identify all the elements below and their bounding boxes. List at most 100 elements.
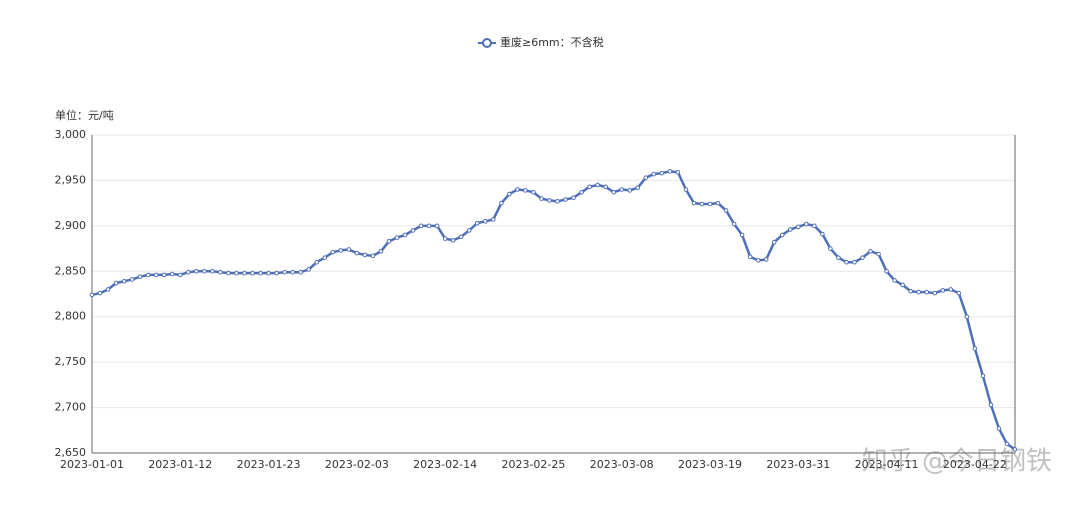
data-point	[89, 292, 95, 298]
data-point	[338, 248, 344, 253]
data-point	[547, 198, 552, 203]
data-point	[250, 270, 255, 276]
y-tick-label: 2,850	[55, 264, 87, 277]
data-point	[105, 287, 111, 292]
y-tick-label: 2,950	[55, 173, 87, 186]
data-point	[763, 257, 769, 262]
y-tick-label: 2,650	[55, 446, 87, 459]
data-point	[515, 187, 520, 192]
watermark: 知乎 @今日钢铁	[862, 447, 1052, 477]
data-point	[474, 220, 480, 226]
data-point	[587, 184, 592, 190]
data-point	[362, 252, 368, 258]
data-point	[683, 187, 689, 192]
data-point	[611, 189, 616, 195]
data-point	[450, 238, 456, 243]
data-point	[844, 259, 849, 265]
y-tick-label: 2,800	[55, 310, 87, 323]
x-tick-label: 2023-03-31	[766, 458, 830, 471]
data-point	[290, 269, 295, 275]
data-point	[234, 270, 239, 276]
data-point	[218, 269, 223, 275]
data-point	[932, 290, 938, 296]
x-tick-label: 2023-02-14	[413, 458, 477, 471]
data-point	[731, 221, 737, 227]
data-point	[282, 269, 287, 275]
data-point	[876, 251, 881, 257]
data-point	[715, 200, 721, 206]
data-point	[145, 272, 151, 278]
data-point	[499, 200, 504, 206]
data-point	[491, 217, 496, 222]
data-point	[442, 236, 448, 241]
y-tick-label: 2,700	[55, 401, 87, 414]
data-point	[699, 201, 705, 207]
data-point	[531, 189, 536, 195]
data-point	[330, 249, 336, 255]
data-point	[723, 208, 729, 213]
data-point	[860, 255, 865, 260]
data-point	[458, 234, 464, 240]
data-point	[884, 268, 889, 274]
data-point	[980, 373, 986, 379]
data-point	[242, 270, 247, 276]
data-point	[771, 239, 777, 245]
x-tick-label: 2023-01-01	[60, 458, 124, 471]
data-point	[539, 196, 544, 201]
data-point	[354, 250, 360, 256]
data-point	[659, 170, 665, 176]
data-point	[691, 200, 697, 206]
data-point	[523, 188, 528, 193]
data-point	[507, 191, 512, 197]
legend-label: 重废≥6mm：不含税	[500, 35, 604, 49]
data-point	[707, 201, 713, 207]
data-point	[804, 221, 809, 227]
x-tick-label: 2023-03-19	[678, 458, 742, 471]
data-point	[394, 235, 400, 240]
data-point	[892, 278, 897, 283]
data-point	[482, 219, 488, 224]
data-point	[306, 267, 312, 272]
data-point	[627, 188, 633, 193]
data-point	[346, 247, 352, 252]
data-point	[619, 187, 625, 192]
data-point	[426, 223, 432, 229]
data-point	[210, 268, 215, 274]
legend-marker	[482, 38, 492, 48]
data-point	[916, 289, 921, 295]
data-point	[868, 248, 873, 254]
data-point	[129, 277, 135, 282]
data-point	[675, 169, 681, 175]
data-point	[820, 231, 825, 237]
data-point	[739, 232, 745, 238]
y-tick-label: 2,900	[55, 219, 87, 232]
data-point	[924, 289, 930, 295]
data-point	[795, 224, 801, 230]
data-point	[996, 426, 1002, 431]
data-point	[274, 270, 279, 276]
data-point	[258, 270, 263, 276]
data-point	[97, 290, 103, 296]
x-tick-label: 2023-01-12	[148, 458, 212, 471]
data-point	[603, 184, 608, 190]
data-point	[418, 223, 424, 229]
data-point	[402, 232, 408, 238]
data-point	[956, 290, 962, 296]
x-tick-label: 2023-01-23	[237, 458, 301, 471]
data-point	[555, 199, 560, 204]
data-point	[113, 280, 119, 286]
y-axis-label: 单位：元/吨	[55, 108, 114, 122]
data-point	[852, 259, 857, 265]
data-point	[121, 278, 127, 284]
data-point	[226, 270, 231, 276]
data-point	[651, 171, 657, 177]
data-point	[964, 314, 970, 320]
data-point	[940, 288, 946, 293]
x-tick-label: 2023-02-03	[325, 458, 389, 471]
data-point	[314, 259, 320, 265]
data-point	[378, 248, 384, 254]
data-point	[370, 253, 376, 259]
data-point	[948, 287, 954, 292]
data-point	[779, 232, 785, 238]
